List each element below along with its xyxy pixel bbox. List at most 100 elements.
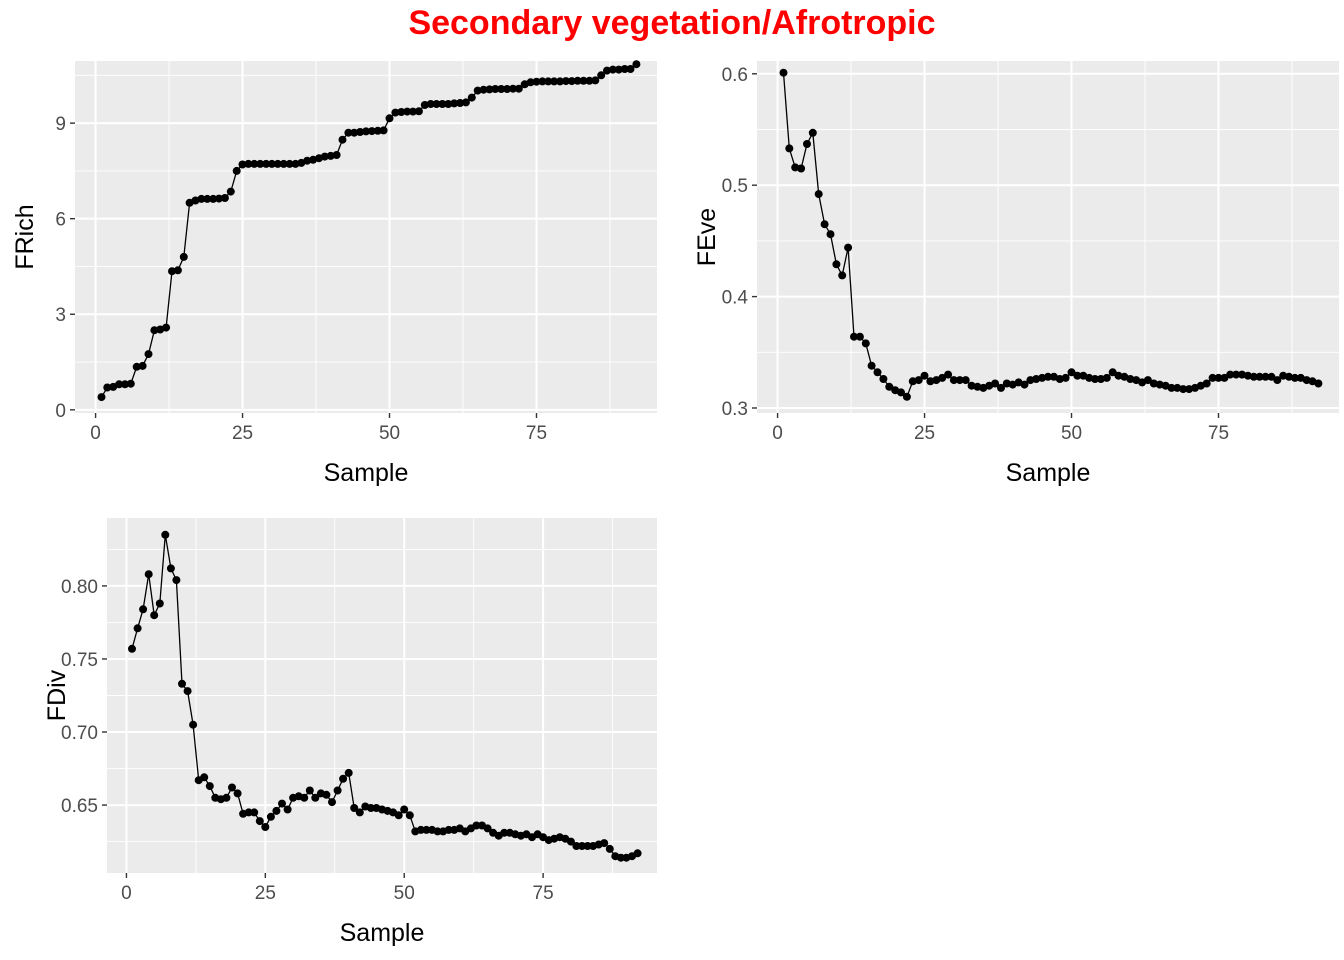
frich-data-point <box>626 65 635 73</box>
frich-plot-background <box>75 61 657 413</box>
frich-data-point <box>203 194 212 203</box>
frich-data-point <box>197 194 206 203</box>
fdiv-data-point <box>355 808 364 817</box>
frich-data-point <box>585 76 594 85</box>
feve-data-point <box>944 370 953 379</box>
frich-data-point <box>150 326 159 335</box>
feve-x-axis-title: Sample <box>1006 459 1091 487</box>
frich-data-point <box>168 267 176 276</box>
feve-data-point <box>1255 372 1264 381</box>
frich-data-point <box>414 107 423 116</box>
frich-data-point <box>179 252 188 261</box>
frich-data-point <box>285 159 294 168</box>
frich-data-point <box>591 76 600 85</box>
fdiv-x-tick-label: 0 <box>121 883 132 904</box>
fdiv-data-point <box>400 805 409 814</box>
feve-data-point <box>861 339 870 348</box>
frich-data-point <box>467 93 476 102</box>
frich-data-point <box>362 127 370 136</box>
fdiv-data-point <box>583 842 592 850</box>
frich-data-point <box>279 159 288 168</box>
fdiv-data-point <box>228 783 236 792</box>
feve-data-point <box>1226 370 1235 379</box>
feve-data-point <box>997 383 1005 392</box>
fdiv-data-point <box>444 825 453 834</box>
feve-data-point <box>1179 385 1188 394</box>
frich-data-point <box>426 100 435 108</box>
frich-data-point <box>344 128 353 137</box>
fdiv-data-point <box>244 808 253 817</box>
frich-data-point <box>597 71 606 80</box>
frich-data-point <box>526 78 535 87</box>
fdiv-data-point <box>616 853 625 862</box>
feve-data-point <box>885 382 894 391</box>
feve-data-point <box>955 376 964 385</box>
feve-data-point <box>1044 372 1052 381</box>
fdiv-data-point <box>128 644 136 653</box>
frich-x-axis-title: Sample <box>324 459 409 487</box>
frich-data-point <box>620 65 629 73</box>
frich-data-point <box>544 77 553 86</box>
frich-data-point <box>238 160 247 169</box>
frich-data-point <box>567 77 576 86</box>
frich-data-point <box>509 84 517 93</box>
fdiv-data-point <box>150 611 159 620</box>
fdiv-y-tick-label: 0.65 <box>61 796 98 817</box>
frich-data-point <box>579 76 588 85</box>
fdiv-data-point <box>600 839 609 848</box>
feve-data-point <box>826 230 835 239</box>
frich-data-point <box>461 98 470 107</box>
feve-data-point <box>791 163 800 172</box>
fdiv-y-tick-label: 0.70 <box>61 723 98 744</box>
frich-data-point <box>432 100 441 108</box>
feve-data-point <box>961 376 970 385</box>
fdiv-data-point <box>333 786 342 795</box>
frich-data-point <box>573 76 582 85</box>
feve-plot-background <box>757 61 1339 413</box>
fdiv-data-point <box>483 824 492 833</box>
frich-data-point <box>379 126 388 135</box>
fdiv-data-point <box>166 564 175 573</box>
frich-data-point <box>173 266 182 275</box>
frich-data-point <box>220 194 229 202</box>
frich-data-point <box>162 323 171 332</box>
frich-data-point <box>273 159 282 168</box>
feve-data-point <box>879 375 888 383</box>
feve-panel: 0 25 50 75 0.3 0.4 0.5 0.6 Sample FEve <box>693 61 1339 487</box>
feve-data-point <box>1314 379 1323 388</box>
fdiv-y-tick-label: 0.80 <box>61 577 98 598</box>
frich-data-point <box>132 362 141 371</box>
feve-data-point <box>938 373 947 382</box>
fdiv-data-point <box>233 789 242 798</box>
feve-data-point <box>1143 376 1152 385</box>
frich-data-point <box>561 77 570 86</box>
feve-data-point <box>785 144 794 153</box>
fdiv-data-point <box>250 808 259 817</box>
frich-data-point <box>514 84 523 93</box>
fdiv-data-point <box>261 823 270 831</box>
frich-data-point <box>244 159 253 168</box>
feve-data-point <box>850 332 858 341</box>
feve-x-tick-label: 75 <box>1208 423 1229 444</box>
fdiv-data-point <box>416 825 425 834</box>
fdiv-data-point <box>255 817 264 826</box>
frich-data-point <box>409 107 417 116</box>
feve-data-point <box>1002 379 1011 388</box>
feve-y-axis-title: FEve <box>693 208 721 266</box>
fdiv-x-tick-label: 50 <box>394 883 415 904</box>
fdiv-y-tick-label: 0.75 <box>61 650 98 671</box>
feve-data-point <box>1232 370 1241 379</box>
fdiv-data-point <box>272 806 281 815</box>
feve-x-tick-label: 50 <box>1061 423 1082 444</box>
frich-y-tick-label: 3 <box>55 305 66 326</box>
frich-data-point <box>326 151 335 160</box>
frich-x-tick-label: 50 <box>379 423 400 444</box>
fdiv-data-point <box>183 687 192 696</box>
fdiv-data-point <box>278 799 286 808</box>
frich-data-point <box>250 159 259 168</box>
frich-data-point <box>115 380 124 389</box>
fdiv-data-point <box>350 804 359 812</box>
feve-data-point <box>1290 373 1299 382</box>
fdiv-data-point <box>172 576 181 585</box>
feve-y-tick-label: 0.3 <box>722 399 748 420</box>
